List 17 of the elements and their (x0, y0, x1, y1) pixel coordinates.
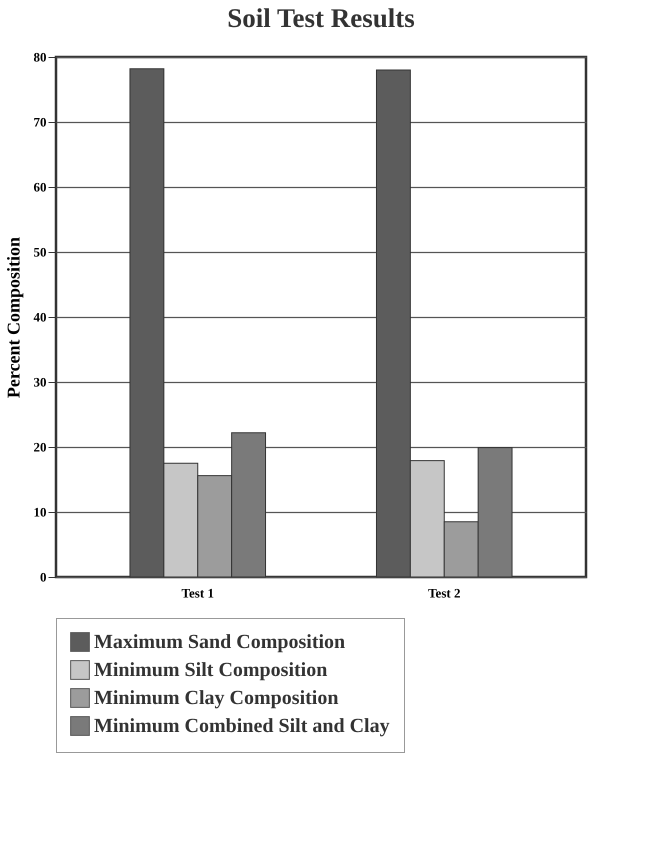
y-tick-label: 30 (34, 374, 46, 390)
legend-label: Minimum Silt Composition (94, 659, 328, 681)
y-tick-label: 40 (34, 310, 46, 324)
y-tick-label: 10 (34, 504, 46, 520)
x-tick-label: Test 1 (182, 586, 214, 600)
x-tick-label: Test 2 (428, 586, 460, 600)
legend-label: Minimum Combined Silt and Clay (94, 715, 390, 737)
y-tick-label: 80 (34, 50, 46, 64)
y-tick-label: 20 (34, 440, 46, 454)
y-tick-label: 50 (34, 244, 46, 260)
chart-title: Soil Test Results (227, 3, 415, 33)
y-tick-label: 60 (34, 180, 46, 194)
y-tick-label: 70 (34, 114, 46, 130)
y-axis-title: Percent Composition (4, 236, 24, 398)
legend-label: Minimum Clay Composition (94, 687, 338, 709)
y-tick-label: 0 (40, 570, 46, 584)
legend-label: Maximum Sand Composition (94, 631, 346, 653)
